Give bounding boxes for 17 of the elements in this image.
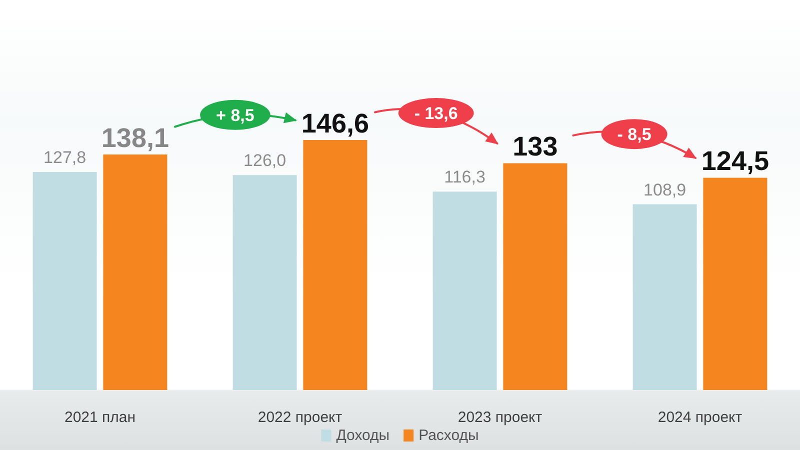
data-label: 126,0 — [244, 151, 286, 170]
data-label: 146,6 — [301, 108, 369, 138]
data-label: 138,1 — [101, 122, 169, 153]
x-tick-label: 2024 проект — [658, 409, 742, 426]
x-tick-label: 2023 проект — [458, 409, 542, 426]
data-label: 133 — [512, 132, 558, 162]
legend-label: Расходы — [418, 427, 479, 444]
data-label: 124,5 — [701, 146, 769, 176]
legend-label: Доходы — [336, 427, 390, 444]
data-label: 108,9 — [644, 180, 686, 200]
x-tick-label: 2022 проект — [258, 409, 342, 426]
data-label: 127,8 — [44, 148, 86, 168]
data-label: 116,3 — [444, 168, 486, 187]
annotation: - 8,5 — [617, 125, 652, 144]
text: - 13,6 — [414, 104, 458, 124]
text: + 8,5 — [216, 106, 254, 125]
x-tick-label: 2021 план — [64, 409, 136, 426]
